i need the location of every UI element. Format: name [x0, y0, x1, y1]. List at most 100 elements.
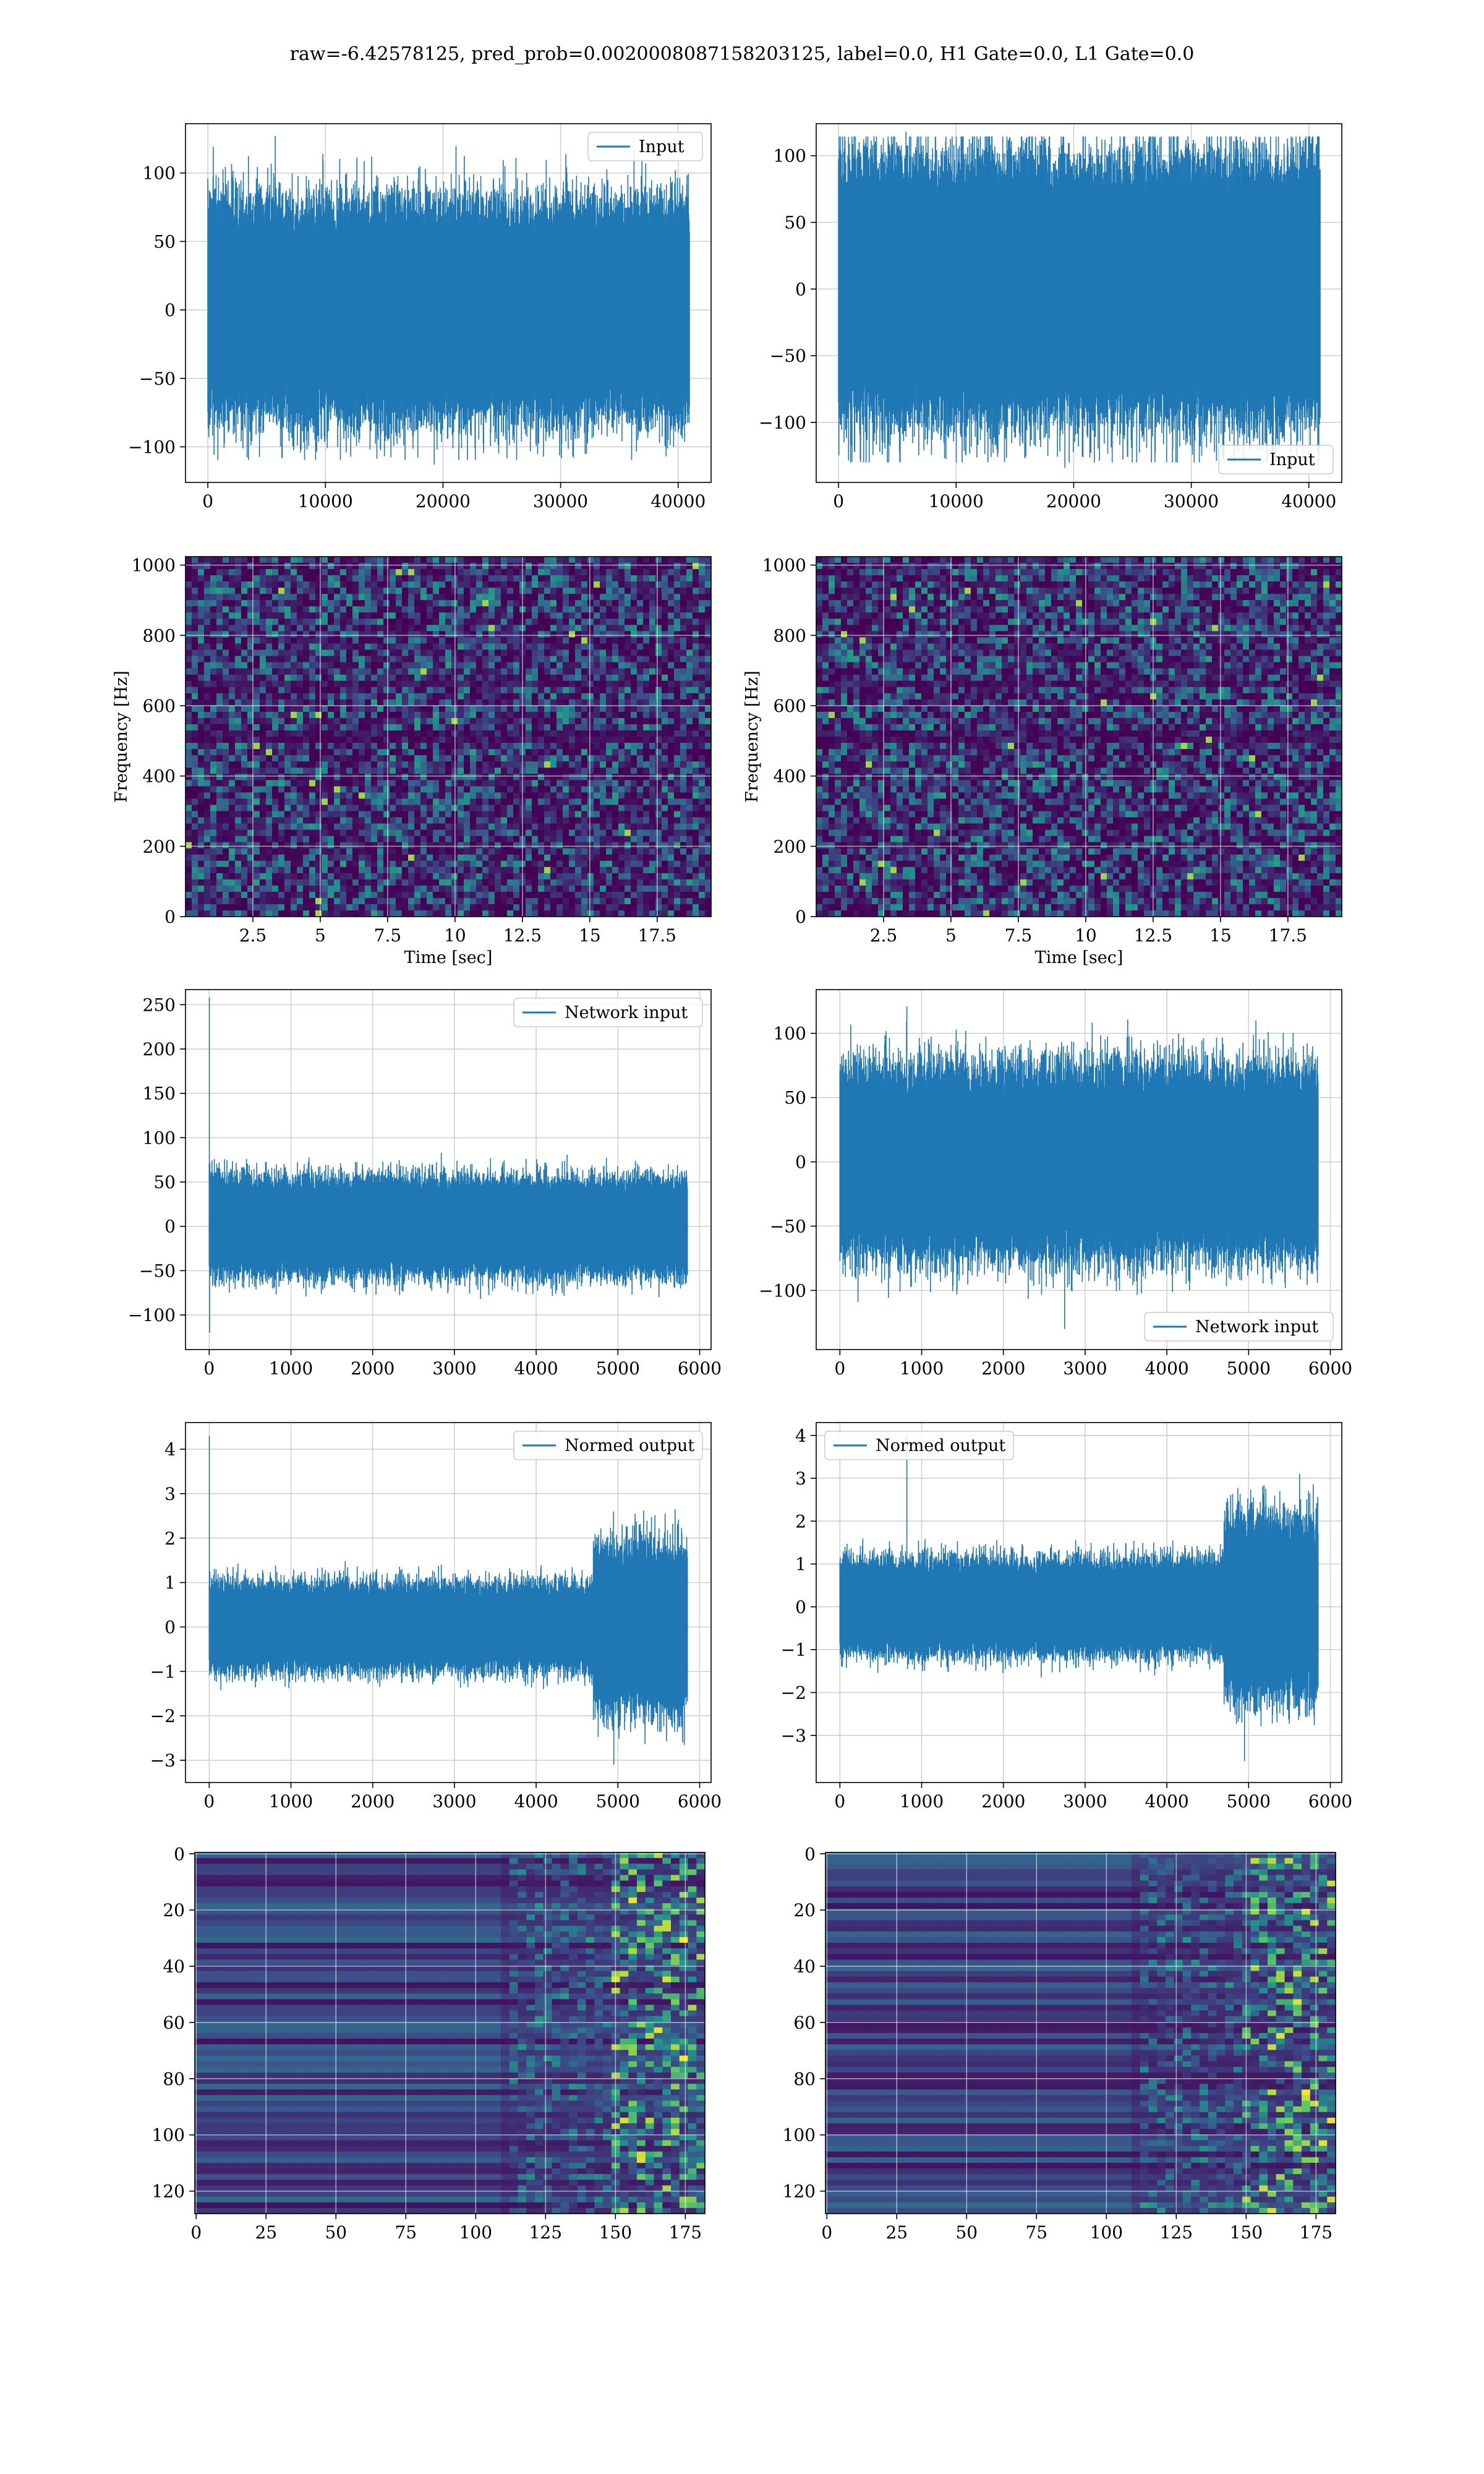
heatmap-cell	[705, 711, 712, 719]
heatmap-cell	[556, 904, 563, 911]
heatmap-cell	[359, 724, 365, 731]
heatmap-cell	[254, 811, 260, 818]
heatmap-cell	[278, 649, 285, 657]
heatmap-cell	[612, 557, 619, 563]
heatmap-cell	[680, 717, 687, 725]
heatmap-cell	[618, 606, 625, 613]
heatmap-cell	[291, 891, 297, 899]
heatmap-cell	[433, 569, 440, 576]
heatmap-cell	[297, 897, 304, 905]
heatmap-cell	[488, 717, 495, 725]
heatmap-cell	[414, 656, 421, 663]
heatmap-cell	[359, 885, 365, 892]
heatmap-cell	[346, 631, 353, 638]
heatmap-cell	[352, 612, 359, 619]
heatmap-cell	[383, 768, 390, 774]
heatmap-cell	[291, 817, 297, 824]
heatmap-cell	[315, 563, 322, 570]
heatmap-cell	[513, 786, 520, 793]
heatmap-cell	[439, 836, 446, 843]
heatmap-cell	[186, 798, 192, 805]
heatmap-cell	[352, 761, 359, 768]
heatmap-cell	[569, 575, 576, 582]
heatmap-cell	[186, 724, 192, 731]
heatmap-cell	[390, 588, 396, 594]
heatmap-cell	[328, 699, 335, 706]
heatmap-cell	[402, 737, 409, 743]
heatmap-cell	[470, 848, 477, 855]
heatmap-cell	[315, 575, 322, 582]
heatmap-cell	[532, 711, 539, 719]
heatmap-cell	[699, 749, 706, 756]
heatmap-cell	[309, 817, 316, 824]
heatmap-cell	[550, 656, 557, 663]
heatmap-cell	[303, 674, 310, 682]
heatmap-cell	[235, 817, 242, 824]
heatmap-cell	[445, 594, 452, 601]
heatmap-cell	[439, 848, 446, 855]
heatmap-cell	[396, 717, 403, 725]
heatmap-cell	[396, 656, 403, 663]
heatmap-cell	[365, 848, 372, 855]
heatmap-cell	[482, 625, 489, 631]
heatmap-cell	[587, 848, 594, 855]
heatmap-cell	[674, 823, 681, 831]
heatmap-cell	[433, 873, 440, 880]
heatmap-cell	[637, 891, 644, 899]
heatmap-cell	[458, 805, 464, 811]
heatmap-cell	[192, 786, 198, 793]
heatmap-cell	[352, 854, 359, 862]
heatmap-cell	[198, 792, 205, 799]
heatmap-cell	[241, 575, 248, 582]
heatmap-cell	[618, 829, 625, 837]
heatmap-cell	[556, 854, 563, 862]
heatmap-cell	[544, 699, 551, 706]
heatmap-cell	[254, 910, 260, 917]
heatmap-cell	[371, 581, 378, 588]
heatmap-cell	[488, 588, 495, 594]
heatmap-cell	[618, 780, 625, 787]
heatmap-cell	[668, 674, 675, 682]
heatmap-cell	[303, 600, 310, 607]
heatmap-cell	[476, 699, 483, 706]
heatmap-cell	[668, 730, 675, 737]
y-tick-label: 50	[784, 213, 806, 233]
heatmap-cell	[229, 606, 236, 613]
heatmap-cell	[532, 730, 539, 737]
heatmap-cell	[377, 618, 384, 625]
heatmap-cell	[575, 842, 582, 849]
heatmap-cell	[637, 612, 644, 619]
heatmap-cell	[235, 687, 242, 694]
heatmap-cell	[334, 724, 341, 731]
heatmap-cell	[235, 724, 242, 731]
heatmap-cell	[359, 581, 365, 588]
heatmap-cell	[260, 891, 267, 899]
heatmap-cell	[445, 662, 452, 669]
heatmap-cell	[600, 637, 607, 644]
heatmap-cell	[637, 842, 644, 849]
heatmap-cell	[309, 910, 316, 917]
heatmap-cell	[272, 817, 279, 824]
heatmap-cell	[680, 786, 687, 793]
heatmap-cell	[322, 897, 328, 905]
heatmap-cell	[600, 662, 607, 669]
heatmap-cell	[297, 860, 304, 868]
heatmap-cell	[606, 569, 613, 576]
heatmap-cell	[328, 637, 335, 644]
heatmap-cell	[674, 749, 681, 756]
heatmap-cell	[247, 842, 254, 849]
heatmap-cell	[396, 625, 403, 631]
heatmap-cell	[686, 737, 693, 743]
heatmap-cell	[495, 631, 501, 638]
heatmap-cell	[192, 668, 198, 675]
heatmap-cell	[470, 897, 477, 905]
heatmap-cell	[705, 798, 712, 805]
heatmap-cell	[204, 755, 211, 762]
heatmap-cell	[390, 631, 396, 638]
heatmap-cell	[328, 575, 335, 582]
heatmap-cell	[291, 792, 297, 799]
heatmap-cell	[278, 811, 285, 818]
heatmap-cell	[266, 699, 273, 706]
heatmap-cell	[377, 693, 384, 700]
heatmap-cell	[390, 848, 396, 855]
